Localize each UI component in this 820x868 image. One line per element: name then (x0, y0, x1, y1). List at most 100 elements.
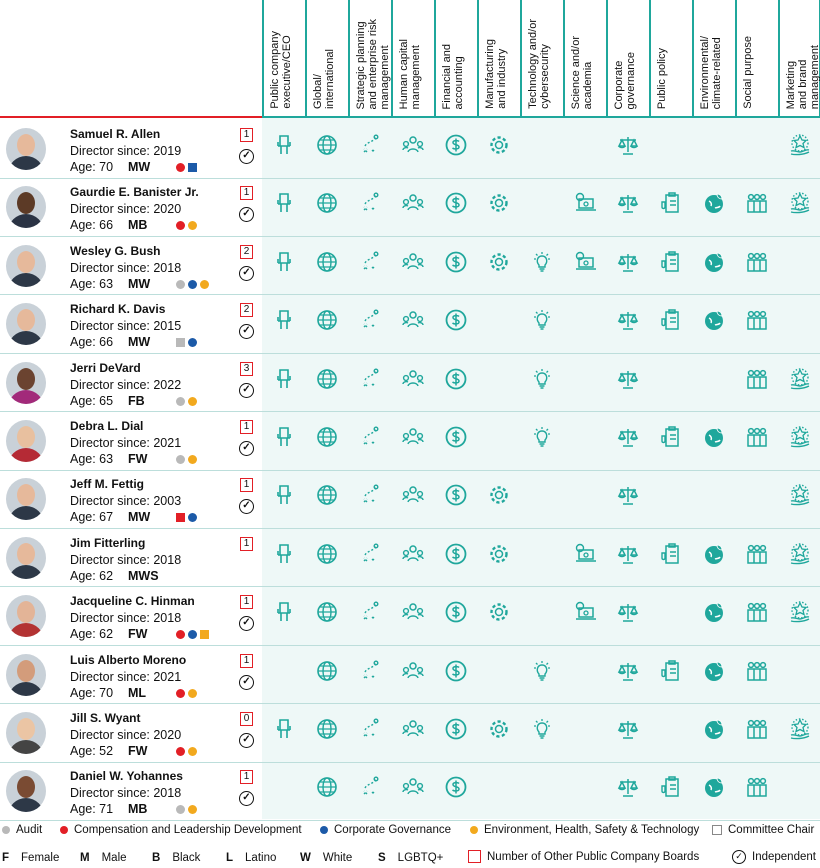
skill-header-1: Public company executive/CEO (262, 0, 305, 117)
director-name: Daniel W. Yohannes (70, 769, 183, 784)
director-name: Wesley G. Bush (70, 243, 161, 258)
legend-gov-label: Corporate Governance (334, 824, 451, 836)
director-age: Age: 52 (70, 744, 114, 758)
strategy-icon (359, 600, 381, 624)
header-divider-red (0, 116, 262, 118)
chair-icon (273, 367, 295, 391)
hand-star-icon (789, 600, 811, 624)
gov-committee-dot-icon (188, 279, 197, 289)
group-icon (746, 600, 768, 624)
skill-header-label: Public company executive/CEO (269, 31, 293, 109)
committee-markers (176, 396, 197, 407)
dollar-icon (445, 250, 467, 274)
skill-header-10: Public policy (649, 0, 692, 117)
director-row: Gaurdie E. Banister Jr. Director since: 2… (0, 178, 820, 237)
gov-committee-dot-icon (188, 338, 197, 348)
earth-leaf-icon (703, 250, 725, 274)
director-row: Jeff M. Fettig Director since: 2003 Age: 6… (0, 470, 820, 529)
legend-female-label: Female (21, 852, 60, 864)
chair-icon (273, 717, 295, 741)
strategy-icon (359, 250, 381, 274)
ehs-committee-chair-icon (200, 630, 209, 640)
strategy-icon (359, 308, 381, 332)
laptop-icon (574, 600, 596, 624)
group-icon (746, 425, 768, 449)
legend-f-code: F (2, 852, 10, 864)
director-name: Jill S. Wyant (70, 711, 141, 725)
legend-black: B Black (152, 852, 200, 864)
director-name: Jacqueline C. Hinman (70, 594, 195, 609)
scales-icon (617, 191, 639, 215)
row-divider (0, 586, 820, 588)
director-demographic-code: FW (128, 627, 148, 642)
director-row: Daniel W. Yohannes Director since: 2018 Ag… (0, 762, 820, 821)
other-boards-count: 1 (240, 770, 253, 785)
row-divider (0, 294, 820, 296)
ehs-committee-dot-icon (188, 455, 197, 464)
director-age: Age: 66 (70, 335, 114, 350)
director-since: Director since: 2021 (70, 669, 182, 684)
committee-markers (176, 805, 197, 815)
scales-icon (617, 717, 639, 741)
other-boards-count: 2 (240, 244, 253, 259)
legend-independent: ✓ Independent (732, 850, 816, 864)
independent-check-icon: ✓ (239, 324, 254, 340)
legend-s-code: S (378, 852, 386, 864)
other-boards-count: 1 (240, 186, 253, 201)
director-photo (6, 653, 46, 696)
earth-leaf-icon (703, 425, 725, 449)
strategy-icon (359, 717, 381, 741)
people-icon (402, 133, 424, 157)
strategy-icon (359, 659, 381, 683)
director-since: Director since: 2020 (70, 202, 182, 217)
gov-committee-dot-icon (188, 630, 197, 640)
director-photo (6, 536, 46, 579)
clipboard-icon (660, 250, 682, 274)
director-since: Director since: 2018 (70, 786, 182, 801)
director-row: Samuel R. Allen Director since: 2019 Age: … (0, 120, 820, 179)
committee-markers (176, 688, 197, 699)
lightbulb-icon (531, 659, 553, 683)
comp-committee-chair-icon (176, 513, 185, 523)
director-name: Jeff M. Fettig (70, 477, 144, 492)
director-since: Director since: 2003 (70, 494, 182, 509)
skill-header-label: Financial and accounting (441, 43, 465, 109)
director-age: Age: 66 (70, 218, 114, 233)
committee-markers (176, 163, 197, 173)
skill-header-12: Social purpose (735, 0, 778, 117)
audit-committee-dot-icon (176, 455, 185, 464)
director-age: Age: 65 (70, 393, 114, 408)
people-icon (402, 250, 424, 274)
clipboard-icon (660, 775, 682, 799)
legend-ehs-label: Environment, Health, Safety & Technology (484, 824, 700, 836)
earth-leaf-icon (703, 542, 725, 566)
skill-header-9: Corporate governance (606, 0, 649, 117)
ehs-committee-dot-icon (188, 221, 197, 231)
legend-boards-label: Number of Other Public Company Boards (487, 850, 700, 863)
hand-star-icon (789, 483, 811, 507)
director-photo (6, 478, 46, 521)
globe-icon (316, 308, 338, 332)
director-photo (6, 712, 46, 754)
director-demographic-code: MB (128, 802, 148, 817)
comp-committee-dot-icon (176, 688, 185, 698)
scales-icon (617, 425, 639, 449)
chair-icon (273, 191, 295, 215)
director-since: Director since: 2020 (70, 728, 182, 742)
audit-committee-dot-icon (176, 396, 185, 406)
director-row: Wesley G. Bush Director since: 2018 Age: 6… (0, 237, 820, 296)
skill-header-label: Public policy (656, 47, 668, 109)
committee-markers (176, 630, 209, 640)
skill-header-13: Marketing and brand management (778, 0, 820, 117)
earth-leaf-icon (703, 775, 725, 799)
row-divider (0, 177, 820, 179)
independent-check-icon: ✓ (239, 441, 254, 456)
gear-icon (488, 600, 510, 624)
legend-independent-label: Independent (752, 851, 816, 863)
director-name: Luis Alberto Moreno (70, 652, 187, 667)
director-name: Richard K. Davis (70, 302, 166, 317)
group-icon (746, 717, 768, 741)
director-age: Age: 70 (70, 160, 114, 174)
legend-chair-label: Committee Chair (728, 824, 815, 836)
group-icon (746, 367, 768, 391)
